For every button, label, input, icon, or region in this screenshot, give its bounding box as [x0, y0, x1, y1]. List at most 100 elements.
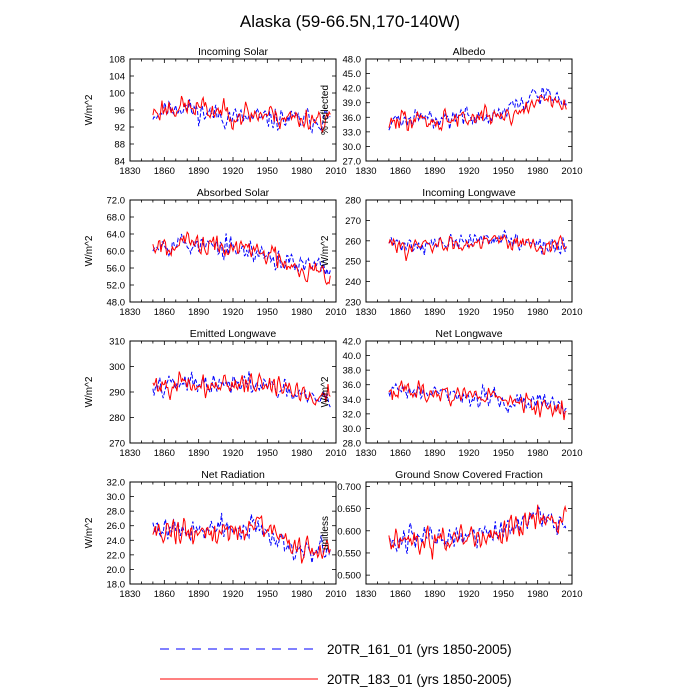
panel-8: 1830 1860 1890 1920 1950 1980 2010 0.500 0.550 0.…	[320, 469, 583, 600]
panels: 1830 1860 1890 1920 1950 1980 2010 84 88 92 96 100 1…	[84, 46, 583, 600]
y-tick-label: 28.0	[343, 439, 362, 450]
x-tick-label: 1830	[355, 307, 376, 318]
y-tick-label: 84	[114, 157, 125, 168]
x-tick-label: 1980	[291, 448, 312, 459]
y-tick-label: 26.0	[107, 521, 126, 532]
x-tick-label: 1950	[257, 166, 278, 177]
series-line-161	[152, 233, 331, 276]
y-tick-label: 36.0	[343, 113, 362, 124]
x-tick-label: 2010	[325, 307, 346, 318]
y-tick-label: 34.0	[343, 395, 362, 406]
y-tick-label: 22.0	[107, 550, 126, 561]
x-tick-label: 1980	[527, 166, 548, 177]
y-tick-label: 48.0	[343, 55, 362, 66]
x-tick-label: 1920	[222, 307, 243, 318]
series-line-183	[388, 233, 567, 262]
y-tick-label: 280	[345, 196, 361, 207]
y-tick-label: 36.0	[343, 380, 362, 391]
x-tick-label: 1830	[119, 166, 140, 177]
x-tick-label: 1890	[188, 448, 209, 459]
x-tick-label: 2010	[561, 307, 582, 318]
y-tick-label: 108	[109, 55, 125, 66]
y-tick-label: 250	[345, 257, 361, 268]
x-tick-label: 1860	[154, 589, 175, 600]
figure-title: Alaska (59-66.5N,170-140W)	[240, 12, 460, 31]
x-tick-label: 1920	[222, 448, 243, 459]
y-axis-label: W/m^2	[320, 376, 331, 407]
x-tick-label: 1860	[154, 307, 175, 318]
x-tick-label: 2010	[325, 589, 346, 600]
x-tick-label: 1920	[458, 307, 479, 318]
x-tick-label: 1980	[291, 166, 312, 177]
y-tick-label: 0.550	[337, 548, 361, 559]
x-tick-label: 1830	[355, 166, 376, 177]
x-tick-label: 1860	[390, 166, 411, 177]
y-tick-label: 39.0	[343, 98, 362, 109]
series-line-161	[152, 371, 331, 408]
x-tick-label: 1980	[291, 307, 312, 318]
y-tick-label: 300	[109, 362, 125, 373]
panel-title: Net Radiation	[201, 469, 265, 481]
panel-1: 1830 1860 1890 1920 1950 1980 2010 84 88 92 96 100 1…	[84, 46, 347, 177]
y-tick-label: 52.0	[107, 281, 126, 292]
y-tick-label: 30.0	[107, 492, 126, 503]
x-tick-label: 1920	[458, 448, 479, 459]
x-tick-label: 1830	[119, 307, 140, 318]
y-tick-label: 18.0	[107, 580, 126, 591]
y-tick-label: 33.0	[343, 127, 362, 138]
x-tick-label: 1980	[527, 448, 548, 459]
series-line-183	[388, 504, 567, 560]
series-line-161	[152, 99, 331, 134]
series-line-161	[388, 506, 567, 554]
y-tick-label: 32.0	[343, 409, 362, 420]
y-tick-label: 45.0	[343, 69, 362, 80]
y-tick-label: 24.0	[107, 536, 126, 547]
legend-label-183: 20TR_183_01 (yrs 1850-2005)	[327, 672, 512, 687]
x-tick-label: 2010	[561, 448, 582, 459]
x-tick-label: 1830	[119, 448, 140, 459]
series-line-161	[388, 382, 567, 415]
y-tick-label: 310	[109, 337, 125, 348]
panel-title: Net Longwave	[435, 328, 502, 340]
panel-6: 1830 1860 1890 1920 1950 1980 201028.030.032.0…	[320, 328, 583, 459]
y-tick-label: 60.0	[107, 247, 126, 258]
series-line-183	[152, 231, 331, 286]
y-axis-label: unitless	[320, 516, 331, 550]
x-tick-label: 1830	[355, 448, 376, 459]
x-tick-label: 1920	[458, 589, 479, 600]
x-tick-label: 2010	[561, 166, 582, 177]
series-line-183	[152, 95, 331, 133]
y-tick-label: 270	[109, 439, 125, 450]
y-tick-label: 48.0	[107, 298, 126, 309]
y-axis-label: W/m^2	[84, 94, 95, 125]
series-line-161	[388, 229, 567, 255]
y-tick-label: 270	[345, 216, 361, 227]
y-tick-label: 88	[114, 140, 125, 151]
series-line-183	[388, 94, 567, 132]
legend: 20TR_161_01 (yrs 1850-2005) 20TR_183_01 …	[160, 642, 512, 687]
y-tick-label: 68.0	[107, 213, 126, 224]
x-tick-label: 1890	[424, 448, 445, 459]
x-tick-label: 1890	[188, 307, 209, 318]
y-tick-label: 0.500	[337, 571, 361, 582]
y-tick-label: 92	[114, 123, 125, 134]
series-line-183	[388, 380, 567, 421]
panel-title: Incoming Solar	[198, 46, 269, 58]
x-tick-label: 1950	[257, 589, 278, 600]
panel-title: Ground Snow Covered Fraction	[395, 469, 543, 481]
x-tick-label: 1920	[222, 166, 243, 177]
y-tick-label: 0.650	[337, 504, 361, 515]
y-tick-label: 240	[345, 277, 361, 288]
y-tick-label: 0.700	[337, 482, 361, 493]
x-tick-label: 1860	[390, 448, 411, 459]
y-tick-label: 290	[109, 388, 125, 399]
y-tick-label: 20.0	[107, 565, 126, 576]
x-tick-label: 1890	[188, 166, 209, 177]
x-tick-label: 1980	[291, 589, 312, 600]
plot-frame	[365, 58, 573, 162]
x-tick-label: 1830	[119, 589, 140, 600]
x-tick-label: 1950	[493, 589, 514, 600]
y-tick-label: 28.0	[107, 507, 126, 518]
legend-label-161: 20TR_161_01 (yrs 1850-2005)	[327, 642, 512, 657]
